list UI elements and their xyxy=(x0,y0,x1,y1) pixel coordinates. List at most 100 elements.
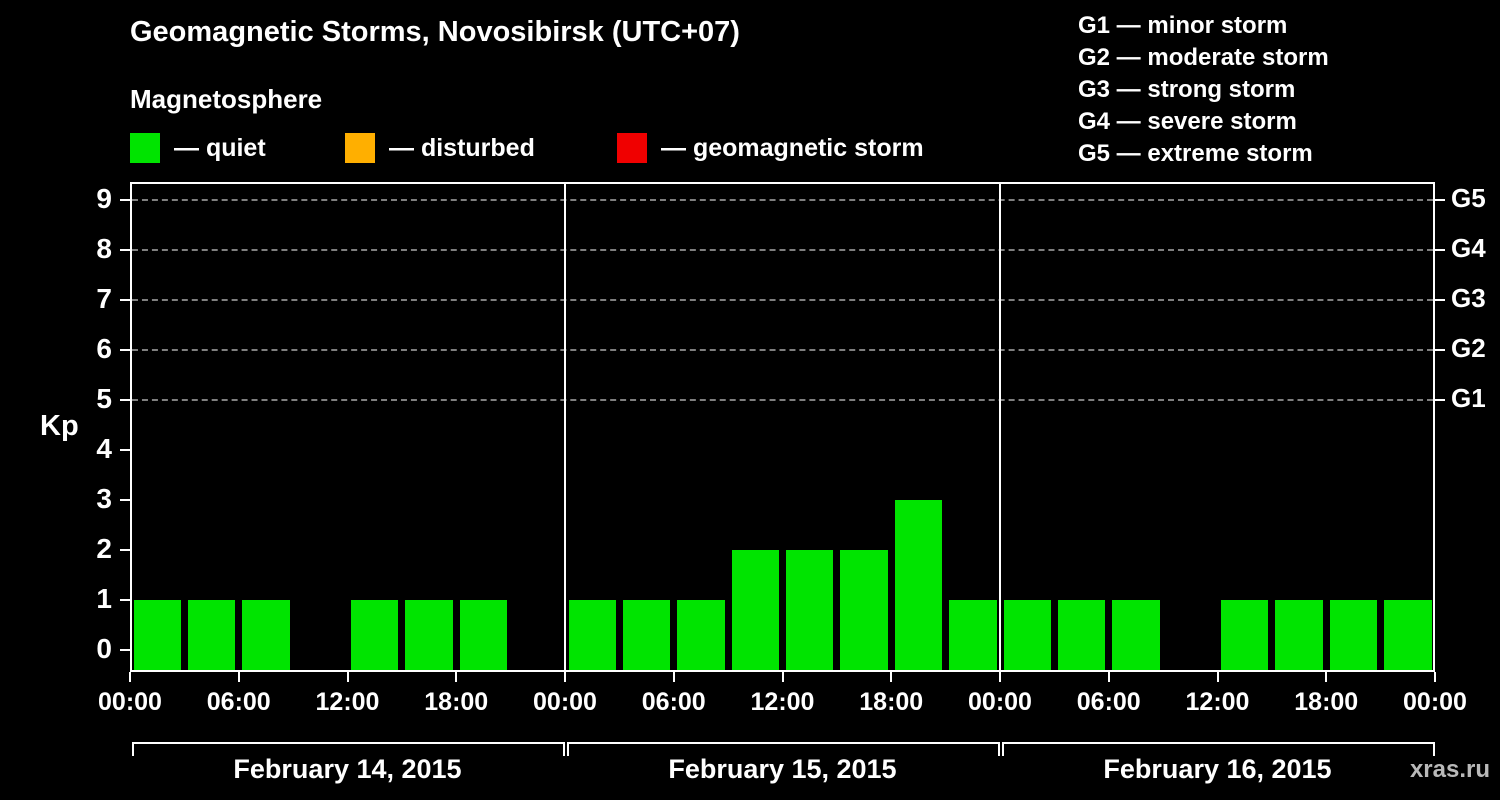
y-tick xyxy=(120,549,130,551)
x-tick-label: 00:00 xyxy=(968,688,1032,716)
kp-bar xyxy=(622,600,671,670)
x-tick-label: 12:00 xyxy=(1185,688,1250,716)
x-tick-label: 06:00 xyxy=(206,688,271,716)
day-separator xyxy=(564,182,566,672)
y-tick xyxy=(120,499,130,501)
disturbed-color-swatch xyxy=(345,133,375,163)
watermark: xras.ru xyxy=(1409,756,1490,783)
x-tick-label: 12:00 xyxy=(315,688,380,716)
kp-bar xyxy=(1057,600,1106,670)
y-tick-label: 4 xyxy=(96,433,112,464)
storm-label: — geomagnetic storm xyxy=(661,133,924,162)
quiet-label: — quiet xyxy=(174,133,266,162)
x-tick xyxy=(455,672,458,682)
x-tick xyxy=(1325,672,1328,682)
kp-bar xyxy=(459,600,508,670)
g-axis-label: G1 xyxy=(1451,383,1486,413)
disturbed-label: — disturbed xyxy=(389,133,535,162)
x-tick-label: 12:00 xyxy=(750,688,815,716)
g-tick xyxy=(1435,299,1445,301)
x-tick xyxy=(346,672,349,682)
x-tick-label: 00:00 xyxy=(533,688,597,716)
kp-bar xyxy=(894,500,943,670)
x-tick xyxy=(1216,672,1219,682)
kp-bar xyxy=(1221,600,1269,670)
kp-bar xyxy=(1275,600,1323,670)
kp-bar xyxy=(1384,600,1432,670)
g4-legend-line: G4 — severe storm xyxy=(1078,108,1297,135)
storm-color-swatch xyxy=(617,133,647,163)
x-tick xyxy=(890,672,893,682)
kp-bar xyxy=(133,600,181,670)
gridline-kp9 xyxy=(132,199,1433,201)
y-tick-label: 0 xyxy=(96,633,112,664)
y-tick-label: 1 xyxy=(96,583,112,614)
y-tick-label: 6 xyxy=(96,333,112,364)
g5-legend-line: G5 — extreme storm xyxy=(1078,140,1313,167)
y-tick-label: 7 xyxy=(96,283,112,314)
g-tick xyxy=(1435,349,1445,351)
legend-item-disturbed: — disturbed xyxy=(345,131,535,165)
x-tick xyxy=(564,672,566,682)
quiet-color-swatch xyxy=(130,133,160,163)
x-tick-label: 06:00 xyxy=(1076,688,1141,716)
date-label: February 16, 2015 xyxy=(1103,754,1332,784)
y-tick xyxy=(120,299,130,301)
kp-bar xyxy=(786,550,834,670)
g-axis-label: G2 xyxy=(1451,333,1486,363)
kp-bar xyxy=(568,600,616,670)
gridline-kp6 xyxy=(132,349,1433,351)
y-tick xyxy=(120,199,130,201)
kp-bar xyxy=(242,600,290,670)
x-tick xyxy=(1107,672,1110,682)
date-bracket xyxy=(132,742,565,756)
kp-bar xyxy=(677,600,725,670)
x-tick-label: 06:00 xyxy=(641,688,706,716)
g-tick xyxy=(1435,199,1445,201)
day-separator xyxy=(999,182,1001,672)
kp-bar xyxy=(840,550,888,670)
y-tick xyxy=(120,249,130,251)
g1-legend-line: G1 — minor storm xyxy=(1078,12,1288,39)
y-tick xyxy=(120,399,130,401)
date-bracket xyxy=(567,742,1000,756)
kp-bar xyxy=(405,600,453,670)
gridline-kp5 xyxy=(132,399,1433,401)
g-tick xyxy=(1435,399,1445,401)
y-tick-label: 2 xyxy=(96,533,112,564)
x-tick-label: 00:00 xyxy=(1403,688,1467,716)
x-tick xyxy=(237,672,240,682)
x-tick xyxy=(999,672,1001,682)
x-tick xyxy=(1434,672,1436,682)
date-bracket xyxy=(1002,742,1435,756)
y-axis-label: Kp xyxy=(40,410,79,442)
plot-border xyxy=(130,182,1435,672)
kp-bar xyxy=(351,600,399,670)
kp-bar xyxy=(1329,600,1378,670)
g-scale-legend: G1 — minor storm G2 — moderate storm G3 … xyxy=(1078,10,1329,170)
date-label: February 15, 2015 xyxy=(668,754,897,784)
y-tick-label: 8 xyxy=(96,233,112,264)
kp-bar xyxy=(731,550,779,670)
g3-legend-line: G3 — strong storm xyxy=(1078,76,1296,103)
y-tick-label: 3 xyxy=(96,483,112,514)
y-tick xyxy=(120,649,130,651)
g-axis-label: G3 xyxy=(1451,283,1486,313)
g-axis-label: G5 xyxy=(1451,183,1486,213)
y-tick-label: 5 xyxy=(96,383,112,414)
x-tick-label: 00:00 xyxy=(98,688,162,716)
gridline-kp8 xyxy=(132,249,1433,251)
magnetosphere-label: Magnetosphere xyxy=(130,84,323,114)
page-title: Geomagnetic Storms, Novosibirsk (UTC+07) xyxy=(130,16,740,48)
x-tick xyxy=(672,672,675,682)
x-tick-label: 18:00 xyxy=(1294,688,1359,716)
g-axis-label: G4 xyxy=(1451,233,1486,263)
x-tick xyxy=(781,672,784,682)
x-tick-label: 18:00 xyxy=(859,688,924,716)
g2-legend-line: G2 — moderate storm xyxy=(1078,44,1329,71)
kp-bar xyxy=(187,600,236,670)
gridline-kp7 xyxy=(132,299,1433,301)
y-tick xyxy=(120,349,130,351)
